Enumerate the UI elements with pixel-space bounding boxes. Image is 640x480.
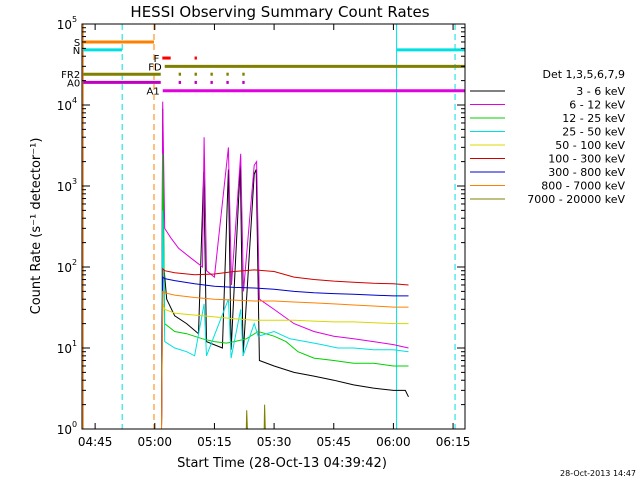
series-line-3	[161, 210, 409, 430]
x-tick-label-1: 05:00	[137, 435, 172, 449]
legend-label-2: 12 - 25 keV	[562, 112, 625, 125]
chart-title: HESSI Observing Summary Count Rates	[130, 3, 429, 21]
legend-label-8: 7000 - 20000 keV	[527, 193, 625, 206]
y-axis-label: Count Rate (s⁻¹ detector⁻¹)	[29, 138, 44, 315]
series-line-5	[161, 267, 409, 430]
series-line-4	[161, 303, 409, 430]
y-tick-label-exp-2: 2	[72, 258, 77, 267]
legend-title: Det 1,3,5,6,7,9	[542, 68, 625, 81]
series-line-1	[161, 101, 409, 430]
flag-label-0: S	[74, 38, 80, 49]
footer-timestamp: 28-Oct-2013 14:47	[560, 469, 636, 478]
plot-frame	[81, 23, 466, 430]
x-tick-label-5: 06:00	[376, 435, 411, 449]
vertical-marker-lines	[82, 24, 456, 429]
series-line-6	[161, 276, 409, 430]
x-axis-label: Start Time (28-Oct-13 04:39:42)	[177, 456, 387, 471]
y-tick-label-exp-4: 4	[72, 96, 77, 105]
flag-label-1: N	[73, 46, 80, 57]
x-tick-label-2: 05:15	[197, 435, 232, 449]
flag-label-5: A0	[67, 78, 80, 89]
y-tick-label-exp-0: 0	[72, 420, 77, 429]
y-tick-label-base-4: 10	[57, 99, 72, 113]
legend-label-3: 25 - 50 keV	[562, 126, 625, 139]
x-axis-ticks: 04:45 05:00 05:15 05:30 05:45 06:00 06:15	[78, 24, 471, 449]
y-tick-label-exp-5: 5	[72, 15, 77, 24]
y-tick-label-exp-3: 3	[72, 177, 77, 186]
legend-label-4: 50 - 100 keV	[555, 139, 625, 152]
legend-label-0: 3 - 6 keV	[576, 85, 625, 98]
series-line-2	[161, 153, 409, 430]
y-tick-label-base-0: 10	[57, 423, 72, 437]
y-tick-label-base-3: 10	[57, 180, 72, 194]
y-tick-label-base-1: 10	[57, 342, 72, 356]
legend-label-1: 6 - 12 keV	[569, 99, 625, 112]
series-line-0	[161, 108, 409, 430]
legend-label-5: 100 - 300 keV	[548, 153, 625, 166]
y-tick-label-base-5: 10	[57, 18, 72, 32]
y-tick-label-exp-1: 1	[72, 339, 77, 348]
flag-label-3: FD	[148, 62, 162, 73]
x-tick-label-0: 04:45	[78, 435, 113, 449]
x-tick-label-6: 06:15	[436, 435, 471, 449]
x-tick-label-3: 05:30	[257, 435, 292, 449]
flag-label-2: F	[154, 54, 160, 65]
x-tick-label-4: 05:45	[316, 435, 351, 449]
flag-label-6: A1	[147, 87, 160, 98]
flag-label-4: FR2	[61, 70, 80, 81]
legend-label-7: 800 - 7000 keV	[541, 180, 625, 193]
series-line-7	[161, 290, 409, 430]
y-tick-label-base-2: 10	[57, 261, 72, 275]
series-line-8	[245, 404, 266, 430]
legend-label-6: 300 - 800 keV	[548, 166, 625, 179]
series-lines	[161, 101, 409, 430]
